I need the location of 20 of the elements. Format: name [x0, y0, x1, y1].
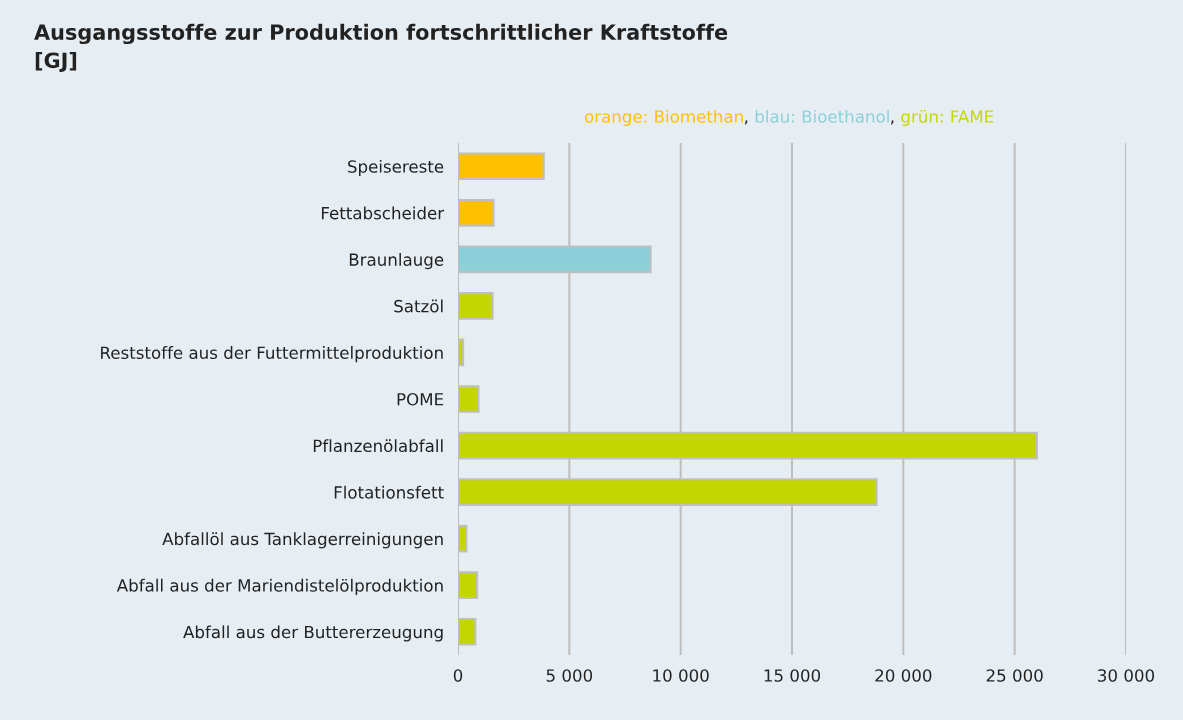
y-tick-label: Abfall aus der Buttererzeugung [183, 625, 443, 642]
x-tick-label: 10 000 [653, 669, 709, 682]
y-tick-label: POME [397, 392, 444, 406]
x-tick-label: 25 000 [986, 669, 1043, 682]
x-tick-label: 20 000 [875, 669, 932, 682]
y-tick-label: Fettabscheider [321, 206, 445, 220]
y-tick-label: Abfallöl aus Tanklagerreinigungen [162, 532, 443, 549]
y-tick-label: Satzöl [394, 299, 443, 313]
y-tick-label: Abfall aus der Mariendistelölproduktion [116, 578, 443, 595]
y-tick-label: Speisereste [348, 159, 444, 177]
chart-subtitle: orange: Biomethan, blau: Bioethanol, grün: FAME [584, 109, 994, 127]
x-tick-label: 5 000 [546, 669, 593, 682]
x-tick-label: 0 [453, 669, 463, 682]
y-tick-label: Flotationsfett [334, 485, 444, 499]
chart-title: Ausgangsstoffe zur Produktion fortschrittlicher Kraftstoffe [GJ] [34, 23, 728, 73]
x-tick-label: 30 000 [1098, 669, 1155, 682]
x-tick-label: 15 000 [764, 669, 821, 682]
y-tick-label: Reststoffe aus der Futtermittelproduktion [101, 346, 443, 363]
y-tick-label: Pflanzenölabfall [313, 439, 443, 453]
y-tick-label: Braunlauge [349, 253, 444, 270]
